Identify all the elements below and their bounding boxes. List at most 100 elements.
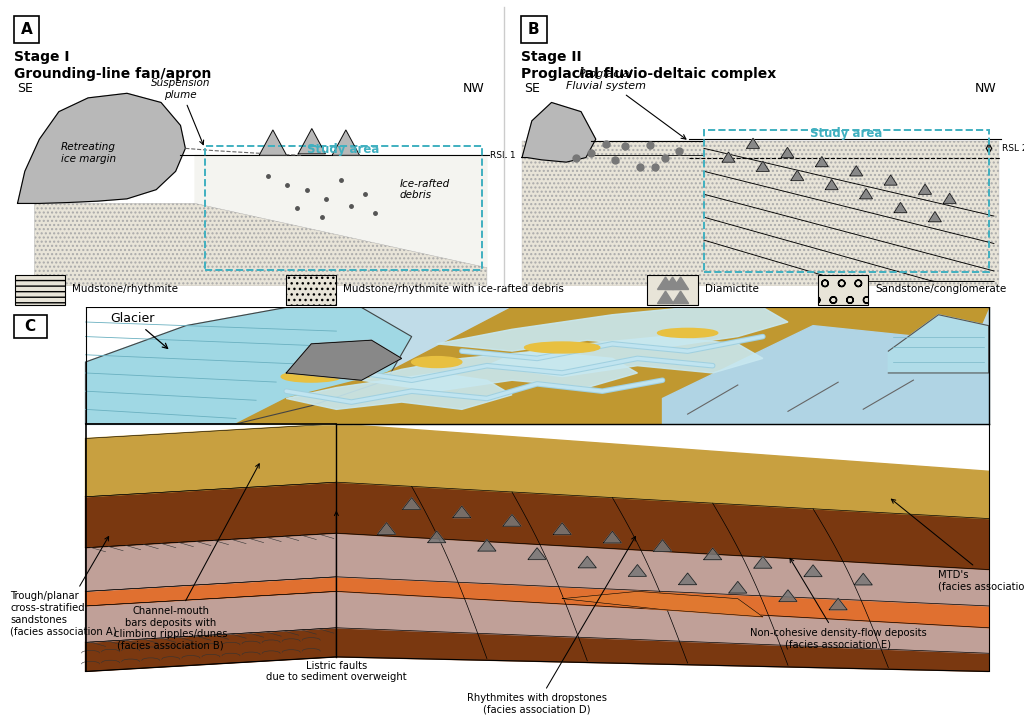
Bar bbox=[287, 275, 336, 305]
Text: Glacier: Glacier bbox=[111, 312, 168, 348]
Text: Diamictite: Diamictite bbox=[705, 285, 759, 295]
Polygon shape bbox=[657, 277, 674, 290]
Polygon shape bbox=[528, 548, 546, 559]
Polygon shape bbox=[754, 556, 772, 568]
Polygon shape bbox=[919, 184, 932, 194]
Polygon shape bbox=[829, 598, 847, 610]
Text: Grounding-line fan/apron: Grounding-line fan/apron bbox=[14, 66, 212, 81]
Text: Proglacial fluvio-deltaic complex: Proglacial fluvio-deltaic complex bbox=[521, 66, 776, 81]
Polygon shape bbox=[663, 325, 989, 424]
Polygon shape bbox=[298, 129, 326, 154]
Polygon shape bbox=[673, 291, 688, 304]
Polygon shape bbox=[259, 130, 287, 155]
Text: RSL 1: RSL 1 bbox=[490, 151, 516, 159]
Text: Non-cohesive density-flow deposits
(facies association E): Non-cohesive density-flow deposits (faci… bbox=[750, 558, 927, 649]
Text: RSL 2: RSL 2 bbox=[1002, 144, 1024, 153]
Polygon shape bbox=[553, 523, 571, 535]
Polygon shape bbox=[943, 193, 956, 203]
Polygon shape bbox=[336, 533, 989, 606]
Text: Trough/planar
cross-stratified
sandstones
(facies association A): Trough/planar cross-stratified sandstone… bbox=[10, 536, 117, 636]
Polygon shape bbox=[428, 531, 445, 543]
Polygon shape bbox=[603, 531, 622, 543]
Polygon shape bbox=[487, 337, 763, 377]
Polygon shape bbox=[86, 307, 989, 424]
Polygon shape bbox=[781, 147, 794, 157]
Text: Sandstone/conglomerate: Sandstone/conglomerate bbox=[876, 285, 1007, 295]
Polygon shape bbox=[579, 556, 596, 568]
Polygon shape bbox=[703, 548, 722, 560]
Text: B: B bbox=[528, 22, 540, 37]
Polygon shape bbox=[522, 102, 596, 162]
Polygon shape bbox=[860, 189, 872, 199]
Ellipse shape bbox=[657, 328, 718, 337]
Bar bbox=[818, 275, 868, 305]
Polygon shape bbox=[791, 170, 804, 180]
Bar bbox=[521, 16, 547, 43]
Text: Mudstone/rhythmite with ice-rafted debris: Mudstone/rhythmite with ice-rafted debri… bbox=[343, 285, 564, 295]
Text: Retreating
ice margin: Retreating ice margin bbox=[60, 142, 116, 164]
Text: SE: SE bbox=[524, 82, 541, 95]
Polygon shape bbox=[453, 506, 471, 518]
Text: Rhythmites with dropstones
(facies association D): Rhythmites with dropstones (facies assoc… bbox=[467, 536, 636, 715]
Polygon shape bbox=[86, 307, 412, 424]
Text: A: A bbox=[20, 22, 33, 37]
Polygon shape bbox=[889, 315, 989, 373]
Polygon shape bbox=[86, 424, 336, 497]
Polygon shape bbox=[195, 155, 487, 267]
Bar bbox=[647, 275, 697, 305]
Polygon shape bbox=[35, 203, 487, 286]
Polygon shape bbox=[287, 340, 401, 380]
Polygon shape bbox=[854, 573, 872, 585]
Polygon shape bbox=[478, 539, 496, 551]
Polygon shape bbox=[86, 577, 336, 606]
Polygon shape bbox=[236, 307, 989, 424]
Text: Proglacial
Fluvial system: Proglacial Fluvial system bbox=[565, 69, 686, 139]
Polygon shape bbox=[361, 351, 637, 391]
Polygon shape bbox=[437, 307, 788, 351]
Polygon shape bbox=[336, 577, 989, 628]
Text: Listric faults
due to sediment overweight: Listric faults due to sediment overweigh… bbox=[266, 512, 407, 682]
Polygon shape bbox=[894, 202, 907, 212]
Text: C: C bbox=[25, 319, 36, 334]
Ellipse shape bbox=[282, 371, 341, 382]
Polygon shape bbox=[779, 590, 797, 601]
Polygon shape bbox=[825, 179, 838, 189]
Polygon shape bbox=[562, 591, 763, 617]
Polygon shape bbox=[86, 591, 336, 642]
Polygon shape bbox=[673, 277, 688, 290]
Text: Study area: Study area bbox=[810, 127, 883, 140]
Polygon shape bbox=[722, 152, 735, 162]
Bar bbox=[15, 275, 66, 305]
Ellipse shape bbox=[412, 357, 462, 368]
Bar bbox=[703, 130, 989, 272]
Polygon shape bbox=[522, 142, 998, 286]
Polygon shape bbox=[86, 482, 336, 548]
Polygon shape bbox=[336, 482, 989, 570]
Text: Ice-rafted
debris: Ice-rafted debris bbox=[399, 179, 450, 200]
Polygon shape bbox=[757, 161, 769, 172]
Polygon shape bbox=[402, 498, 421, 509]
Polygon shape bbox=[332, 130, 359, 155]
Text: Study area: Study area bbox=[307, 143, 380, 156]
Polygon shape bbox=[929, 212, 941, 222]
Text: NW: NW bbox=[975, 82, 996, 95]
Text: Channel-mouth
bars deposits with
climbing ripples/dunes
(facies association B): Channel-mouth bars deposits with climbin… bbox=[114, 464, 259, 651]
Bar bbox=[14, 16, 39, 43]
Polygon shape bbox=[804, 565, 822, 576]
Polygon shape bbox=[287, 373, 512, 410]
Polygon shape bbox=[657, 291, 674, 304]
Polygon shape bbox=[17, 94, 185, 203]
Polygon shape bbox=[653, 540, 672, 551]
Polygon shape bbox=[86, 533, 336, 591]
Polygon shape bbox=[746, 138, 760, 148]
Polygon shape bbox=[86, 628, 336, 671]
Polygon shape bbox=[629, 565, 646, 576]
Polygon shape bbox=[850, 166, 862, 176]
Polygon shape bbox=[729, 581, 746, 593]
Polygon shape bbox=[336, 591, 989, 654]
Text: Mudstone/rhythmite: Mudstone/rhythmite bbox=[73, 285, 178, 295]
Text: Stage II: Stage II bbox=[521, 50, 582, 64]
Polygon shape bbox=[378, 523, 395, 534]
Polygon shape bbox=[885, 175, 897, 185]
Polygon shape bbox=[815, 157, 828, 167]
